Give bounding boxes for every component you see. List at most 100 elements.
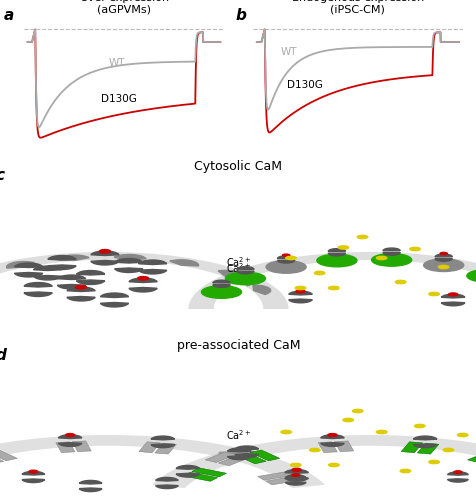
Circle shape <box>357 236 367 238</box>
Polygon shape <box>139 442 160 452</box>
Wedge shape <box>57 275 86 280</box>
Polygon shape <box>249 450 279 461</box>
Text: Ca$^{2+}$: Ca$^{2+}$ <box>225 261 251 275</box>
Wedge shape <box>138 270 167 274</box>
Title: pre-associated CaM: pre-associated CaM <box>177 340 299 352</box>
Wedge shape <box>24 292 52 296</box>
Wedge shape <box>100 302 129 307</box>
Wedge shape <box>212 280 229 283</box>
Polygon shape <box>0 252 288 309</box>
Title: Cytosolic CaM: Cytosolic CaM <box>194 160 282 172</box>
Wedge shape <box>58 442 82 446</box>
Circle shape <box>442 448 453 452</box>
Wedge shape <box>434 254 451 257</box>
Wedge shape <box>327 248 345 252</box>
Circle shape <box>266 260 306 273</box>
Polygon shape <box>0 435 325 488</box>
Circle shape <box>290 464 300 466</box>
Wedge shape <box>22 472 45 475</box>
Wedge shape <box>24 282 52 287</box>
Polygon shape <box>72 441 91 452</box>
Circle shape <box>399 470 410 472</box>
Text: WT: WT <box>280 46 297 56</box>
Circle shape <box>456 434 467 436</box>
Circle shape <box>376 430 386 434</box>
Wedge shape <box>129 278 157 282</box>
Wedge shape <box>227 448 250 452</box>
Wedge shape <box>58 435 82 438</box>
Text: c: c <box>0 168 4 183</box>
Circle shape <box>428 460 438 464</box>
Circle shape <box>285 256 296 260</box>
Wedge shape <box>236 271 253 274</box>
Circle shape <box>466 270 476 282</box>
Text: WT: WT <box>109 58 125 68</box>
Wedge shape <box>446 472 467 475</box>
Wedge shape <box>76 270 105 275</box>
Wedge shape <box>277 260 294 263</box>
Wedge shape <box>218 270 241 278</box>
Wedge shape <box>155 485 178 488</box>
Circle shape <box>447 293 456 296</box>
Wedge shape <box>320 435 344 438</box>
Wedge shape <box>155 478 178 481</box>
Text: D130G: D130G <box>101 94 137 104</box>
Polygon shape <box>188 252 476 309</box>
Circle shape <box>342 418 353 422</box>
Circle shape <box>439 252 446 254</box>
Wedge shape <box>235 446 258 450</box>
Title: Over-expression
(aGPVMs): Over-expression (aGPVMs) <box>79 0 169 14</box>
Circle shape <box>282 254 289 256</box>
Wedge shape <box>14 272 43 277</box>
Circle shape <box>423 259 463 272</box>
Wedge shape <box>176 474 199 477</box>
Circle shape <box>295 286 305 290</box>
Wedge shape <box>114 254 146 260</box>
Wedge shape <box>114 258 143 263</box>
Wedge shape <box>138 260 167 264</box>
Circle shape <box>395 280 405 283</box>
Wedge shape <box>212 284 229 288</box>
Circle shape <box>327 434 336 436</box>
Polygon shape <box>0 453 4 464</box>
Wedge shape <box>440 302 464 306</box>
Circle shape <box>414 424 424 428</box>
Wedge shape <box>14 263 43 268</box>
Wedge shape <box>285 475 306 478</box>
Wedge shape <box>320 442 344 446</box>
Circle shape <box>453 471 461 474</box>
Circle shape <box>280 430 291 434</box>
Title: Endogenous expression
(iPSC-CM): Endogenous expression (iPSC-CM) <box>291 0 423 14</box>
Circle shape <box>352 410 362 412</box>
Circle shape <box>99 250 110 253</box>
Polygon shape <box>400 442 422 452</box>
Circle shape <box>428 292 438 296</box>
Wedge shape <box>446 479 467 482</box>
Circle shape <box>201 286 241 298</box>
Wedge shape <box>227 456 250 460</box>
Polygon shape <box>0 450 17 461</box>
Circle shape <box>328 464 338 466</box>
Wedge shape <box>413 444 436 448</box>
Wedge shape <box>252 285 270 294</box>
Circle shape <box>316 254 356 267</box>
Text: d: d <box>0 348 6 363</box>
Wedge shape <box>33 276 62 280</box>
Circle shape <box>76 286 86 289</box>
Wedge shape <box>413 436 436 440</box>
Wedge shape <box>236 266 253 270</box>
Wedge shape <box>277 256 294 258</box>
Circle shape <box>29 470 38 473</box>
Wedge shape <box>288 299 312 303</box>
Circle shape <box>314 272 324 274</box>
Wedge shape <box>76 280 105 284</box>
Wedge shape <box>79 488 102 492</box>
Circle shape <box>337 246 348 249</box>
Wedge shape <box>57 284 86 289</box>
Polygon shape <box>56 442 75 452</box>
Circle shape <box>65 434 74 436</box>
Circle shape <box>309 448 319 452</box>
Text: Ca$^{2+}$: Ca$^{2+}$ <box>225 428 251 442</box>
Polygon shape <box>218 455 248 466</box>
Polygon shape <box>416 443 438 454</box>
